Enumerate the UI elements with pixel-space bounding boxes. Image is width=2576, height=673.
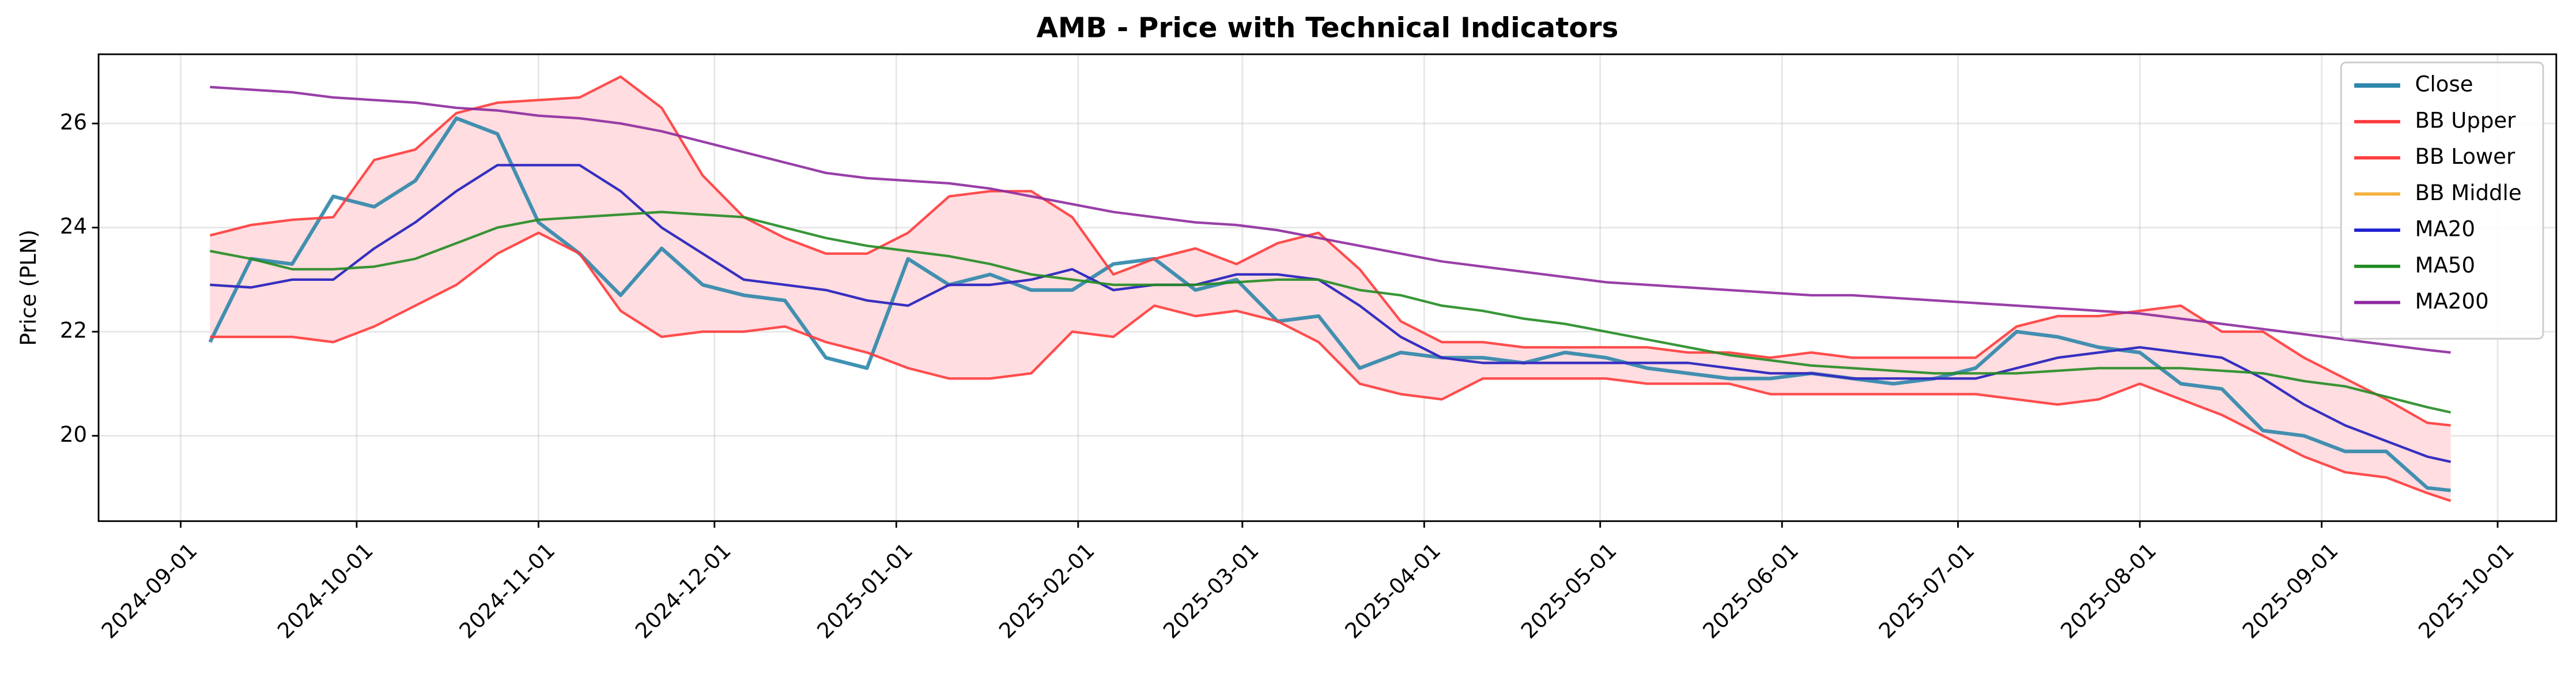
y-tick-label: 24 xyxy=(60,214,87,239)
legend-label: BB Lower xyxy=(2415,144,2515,169)
y-tick-label: 20 xyxy=(60,422,87,447)
series-line xyxy=(210,231,2452,502)
y-axis-label: Price (PLN) xyxy=(16,230,41,346)
legend-label: MA20 xyxy=(2415,217,2475,242)
series-line xyxy=(210,210,2452,414)
bollinger-band-fill xyxy=(210,76,2451,501)
chart-title: AMB - Price with Technical Indicators xyxy=(1036,12,1618,44)
legend-label: BB Middle xyxy=(2415,181,2522,205)
series-line xyxy=(210,85,2451,354)
legend-label: BB Upper xyxy=(2415,108,2517,133)
series-line xyxy=(210,164,2452,463)
plot-frame xyxy=(97,53,2558,522)
y-tick-label: 26 xyxy=(60,110,87,135)
legend-label: MA50 xyxy=(2415,253,2475,277)
series-line xyxy=(208,116,2451,492)
series-line xyxy=(209,75,2451,427)
legend-label: MA200 xyxy=(2415,289,2489,314)
legend-label: Close xyxy=(2415,72,2473,97)
y-tick-label: 22 xyxy=(60,318,87,343)
legend-box xyxy=(2340,61,2544,340)
